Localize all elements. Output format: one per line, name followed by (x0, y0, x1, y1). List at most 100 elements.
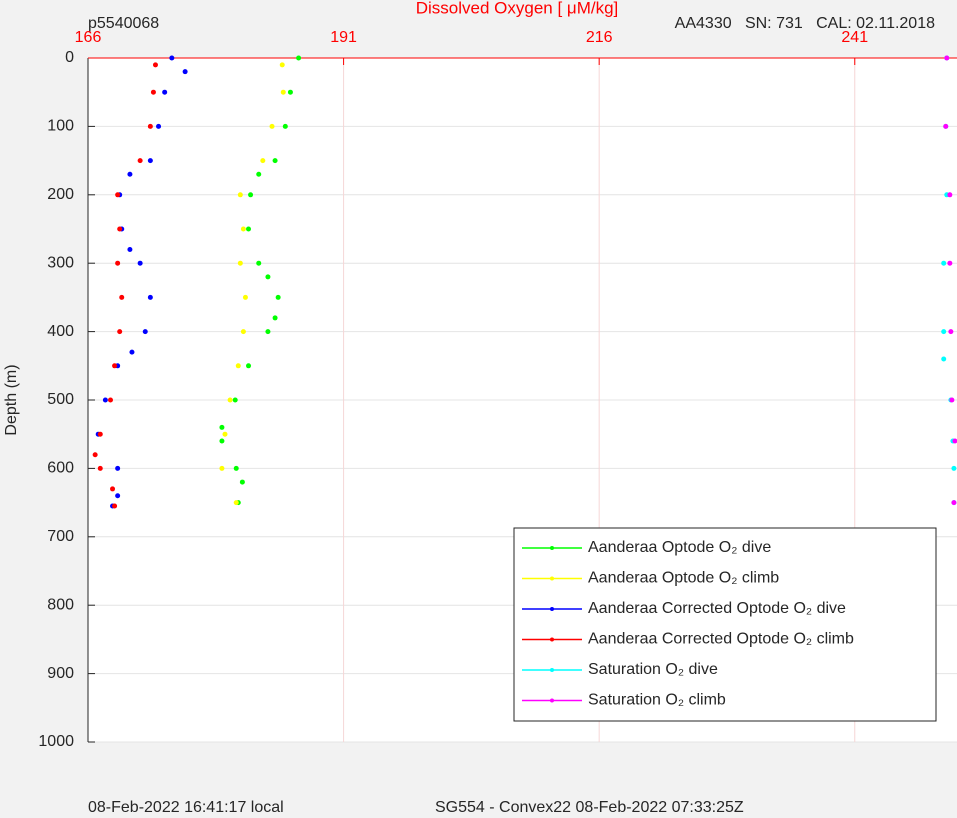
data-point (256, 171, 262, 177)
data-point (110, 486, 116, 492)
data-point (944, 55, 950, 61)
legend-marker (550, 546, 554, 550)
data-point (248, 192, 254, 198)
data-point (219, 465, 225, 471)
data-point (162, 89, 168, 95)
legend-label: Saturation O₂ dive (588, 661, 718, 678)
x-tick-label: 166 (75, 29, 102, 46)
data-point (115, 192, 121, 198)
data-point (280, 89, 286, 95)
legend-marker (550, 698, 554, 703)
data-point (239, 479, 245, 485)
data-point (260, 158, 266, 164)
footer-right: SG554 - Convex22 08-Feb-2022 07:33:25Z (435, 799, 744, 816)
y-tick-label: 800 (47, 596, 74, 613)
data-point (182, 69, 188, 75)
legend-box (513, 527, 937, 722)
data-point (115, 493, 121, 499)
data-point (152, 62, 158, 68)
data-point (272, 315, 278, 321)
data-point (150, 89, 156, 95)
data-point (256, 260, 262, 266)
legend-marker (550, 637, 554, 642)
data-point (147, 294, 153, 300)
data-point (947, 260, 953, 266)
data-point (102, 397, 108, 403)
y-tick-label: 0 (65, 49, 74, 66)
data-point (282, 123, 288, 129)
x-tick-label: 216 (586, 29, 613, 46)
data-point (156, 123, 162, 129)
legend-marker (550, 668, 554, 672)
data-point (948, 329, 954, 335)
data-point (941, 329, 947, 335)
data-point (222, 431, 228, 437)
legend-label: Aanderaa Corrected Optode O₂ dive (588, 600, 846, 617)
data-point (129, 349, 135, 355)
data-point (233, 465, 239, 471)
legend-label: Aanderaa Optode O₂ climb (588, 570, 779, 587)
y-tick-label: 900 (47, 665, 74, 682)
data-point (127, 171, 133, 177)
data-point (232, 397, 238, 403)
data-point (941, 260, 947, 266)
data-point (137, 260, 143, 266)
y-tick-label: 200 (47, 186, 74, 203)
data-point (237, 192, 243, 198)
footer-left: 08-Feb-2022 16:41:17 local (88, 799, 284, 816)
legend-label: Saturation O₂ climb (588, 692, 726, 709)
data-point (296, 55, 302, 61)
data-point (949, 397, 955, 403)
data-point (242, 294, 248, 300)
data-point (115, 465, 121, 471)
y-axis-label: Depth (m) (3, 364, 20, 435)
y-tick-label: 500 (47, 391, 74, 408)
data-point (269, 123, 275, 129)
data-point (279, 62, 285, 68)
legend-marker (550, 607, 554, 611)
x-tick-label: 241 (841, 29, 868, 46)
data-point (107, 397, 113, 403)
data-point (169, 55, 175, 61)
y-tick-label: 1000 (38, 733, 74, 750)
data-point (219, 438, 225, 444)
chart-title: Dissolved Oxygen [ μM/kg] (416, 0, 619, 17)
data-point (951, 465, 957, 471)
data-point (951, 500, 957, 506)
x-tick-label: 191 (330, 29, 357, 46)
data-point (287, 89, 293, 95)
y-tick-label: 700 (47, 528, 74, 545)
data-point (147, 123, 153, 129)
data-point (219, 424, 225, 430)
data-point (952, 438, 957, 444)
data-point (119, 294, 125, 300)
data-point (97, 431, 103, 437)
data-point (272, 158, 278, 164)
data-point (943, 123, 949, 129)
data-point (275, 294, 281, 300)
legend-label: Aanderaa Optode O₂ dive (588, 539, 771, 556)
data-point (227, 397, 233, 403)
subtitle-left: p5540068 (88, 15, 159, 32)
data-point (137, 158, 143, 164)
y-tick-label: 100 (47, 118, 74, 135)
data-point (115, 260, 121, 266)
data-point (117, 226, 123, 232)
data-point (265, 329, 271, 335)
data-point (97, 465, 103, 471)
legend-label: Aanderaa Corrected Optode O₂ climb (588, 631, 854, 648)
data-point (237, 260, 243, 266)
data-point (92, 452, 98, 458)
data-point (246, 226, 252, 232)
data-point (127, 247, 133, 253)
legend-marker (550, 576, 554, 581)
y-tick-label: 400 (47, 323, 74, 340)
data-point (947, 192, 953, 198)
data-point (117, 329, 123, 335)
data-point (112, 503, 118, 509)
subtitle-right: AA4330 SN: 731 CAL: 02.11.2018 (675, 15, 935, 32)
data-point (240, 226, 246, 232)
data-point (246, 363, 252, 369)
data-point (147, 158, 153, 164)
data-point (235, 363, 241, 369)
